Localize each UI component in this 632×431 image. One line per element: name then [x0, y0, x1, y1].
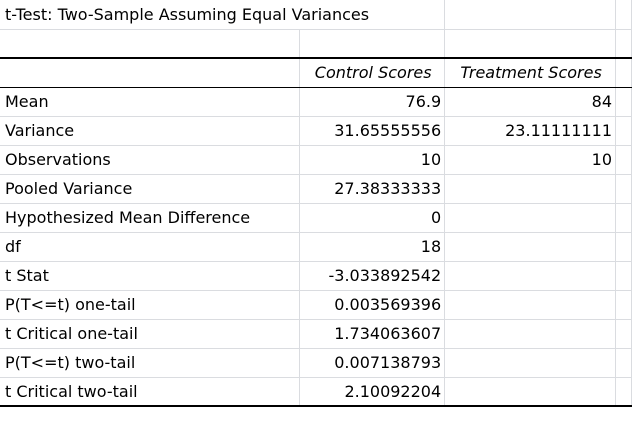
cell-empty[interactable] — [615, 348, 632, 378]
control-value[interactable]: 2.10092204 — [299, 377, 446, 407]
row-label[interactable]: t Critical two-tail — [0, 377, 301, 407]
treatment-value[interactable] — [444, 261, 617, 291]
cell-empty[interactable] — [615, 0, 632, 30]
header-label-cell[interactable] — [0, 57, 301, 88]
cell-empty[interactable] — [299, 29, 446, 59]
header-treatment-scores[interactable]: Treatment Scores — [444, 57, 617, 88]
cell-empty[interactable] — [615, 145, 632, 175]
cell-empty[interactable] — [615, 203, 632, 233]
row-label[interactable]: t Stat — [0, 261, 301, 291]
control-value[interactable]: 31.65555556 — [299, 116, 446, 146]
treatment-value[interactable] — [444, 348, 617, 378]
row-label[interactable]: Observations — [0, 145, 301, 175]
treatment-value[interactable]: 84 — [444, 87, 617, 117]
cell-empty[interactable] — [615, 290, 632, 320]
ttest-output-table: t-Test: Two-Sample Assuming Equal Varian… — [0, 0, 632, 407]
table-row: P(T<=t) one-tail 0.003569396 — [0, 290, 632, 320]
table-row: t Critical two-tail 2.10092204 — [0, 377, 632, 407]
table-row: Pooled Variance 27.38333333 — [0, 174, 632, 204]
control-value[interactable]: 76.9 — [299, 87, 446, 117]
blank-row — [0, 29, 632, 59]
row-label[interactable]: df — [0, 232, 301, 262]
table-row: t Critical one-tail 1.734063607 — [0, 319, 632, 349]
control-value[interactable]: 0.007138793 — [299, 348, 446, 378]
control-value[interactable]: 1.734063607 — [299, 319, 446, 349]
treatment-value[interactable] — [444, 203, 617, 233]
header-row: Control Scores Treatment Scores — [0, 57, 632, 88]
control-value[interactable]: 0 — [299, 203, 446, 233]
treatment-value[interactable] — [444, 290, 617, 320]
cell-empty[interactable] — [615, 174, 632, 204]
treatment-value[interactable]: 23.11111111 — [444, 116, 617, 146]
cell-empty[interactable] — [615, 377, 632, 407]
table-title[interactable]: t-Test: Two-Sample Assuming Equal Varian… — [0, 0, 446, 30]
cell-empty[interactable] — [444, 0, 617, 30]
row-label[interactable]: Variance — [0, 116, 301, 146]
cell-empty[interactable] — [615, 232, 632, 262]
treatment-value[interactable] — [444, 174, 617, 204]
header-control-scores[interactable]: Control Scores — [299, 57, 446, 88]
row-label[interactable]: P(T<=t) one-tail — [0, 290, 301, 320]
table-row: Observations 10 10 — [0, 145, 632, 175]
table-row: P(T<=t) two-tail 0.007138793 — [0, 348, 632, 378]
table-row: Hypothesized Mean Difference 0 — [0, 203, 632, 233]
control-value[interactable]: -3.033892542 — [299, 261, 446, 291]
row-label[interactable]: Mean — [0, 87, 301, 117]
treatment-value[interactable]: 10 — [444, 145, 617, 175]
row-label[interactable]: P(T<=t) two-tail — [0, 348, 301, 378]
cell-empty[interactable] — [615, 319, 632, 349]
row-label[interactable]: Hypothesized Mean Difference — [0, 203, 301, 233]
cell-empty[interactable] — [615, 57, 632, 88]
table-row: Mean 76.9 84 — [0, 87, 632, 117]
cell-empty[interactable] — [615, 116, 632, 146]
cell-empty[interactable] — [0, 29, 301, 59]
cell-empty[interactable] — [444, 29, 617, 59]
control-value[interactable]: 0.003569396 — [299, 290, 446, 320]
treatment-value[interactable] — [444, 377, 617, 407]
control-value[interactable]: 18 — [299, 232, 446, 262]
title-row: t-Test: Two-Sample Assuming Equal Varian… — [0, 0, 632, 30]
table-row: t Stat -3.033892542 — [0, 261, 632, 291]
control-value[interactable]: 10 — [299, 145, 446, 175]
treatment-value[interactable] — [444, 319, 617, 349]
row-label[interactable]: t Critical one-tail — [0, 319, 301, 349]
control-value[interactable]: 27.38333333 — [299, 174, 446, 204]
cell-empty[interactable] — [615, 261, 632, 291]
table-row: Variance 31.65555556 23.11111111 — [0, 116, 632, 146]
table-row: df 18 — [0, 232, 632, 262]
row-label[interactable]: Pooled Variance — [0, 174, 301, 204]
cell-empty[interactable] — [615, 87, 632, 117]
treatment-value[interactable] — [444, 232, 617, 262]
cell-empty[interactable] — [615, 29, 632, 59]
